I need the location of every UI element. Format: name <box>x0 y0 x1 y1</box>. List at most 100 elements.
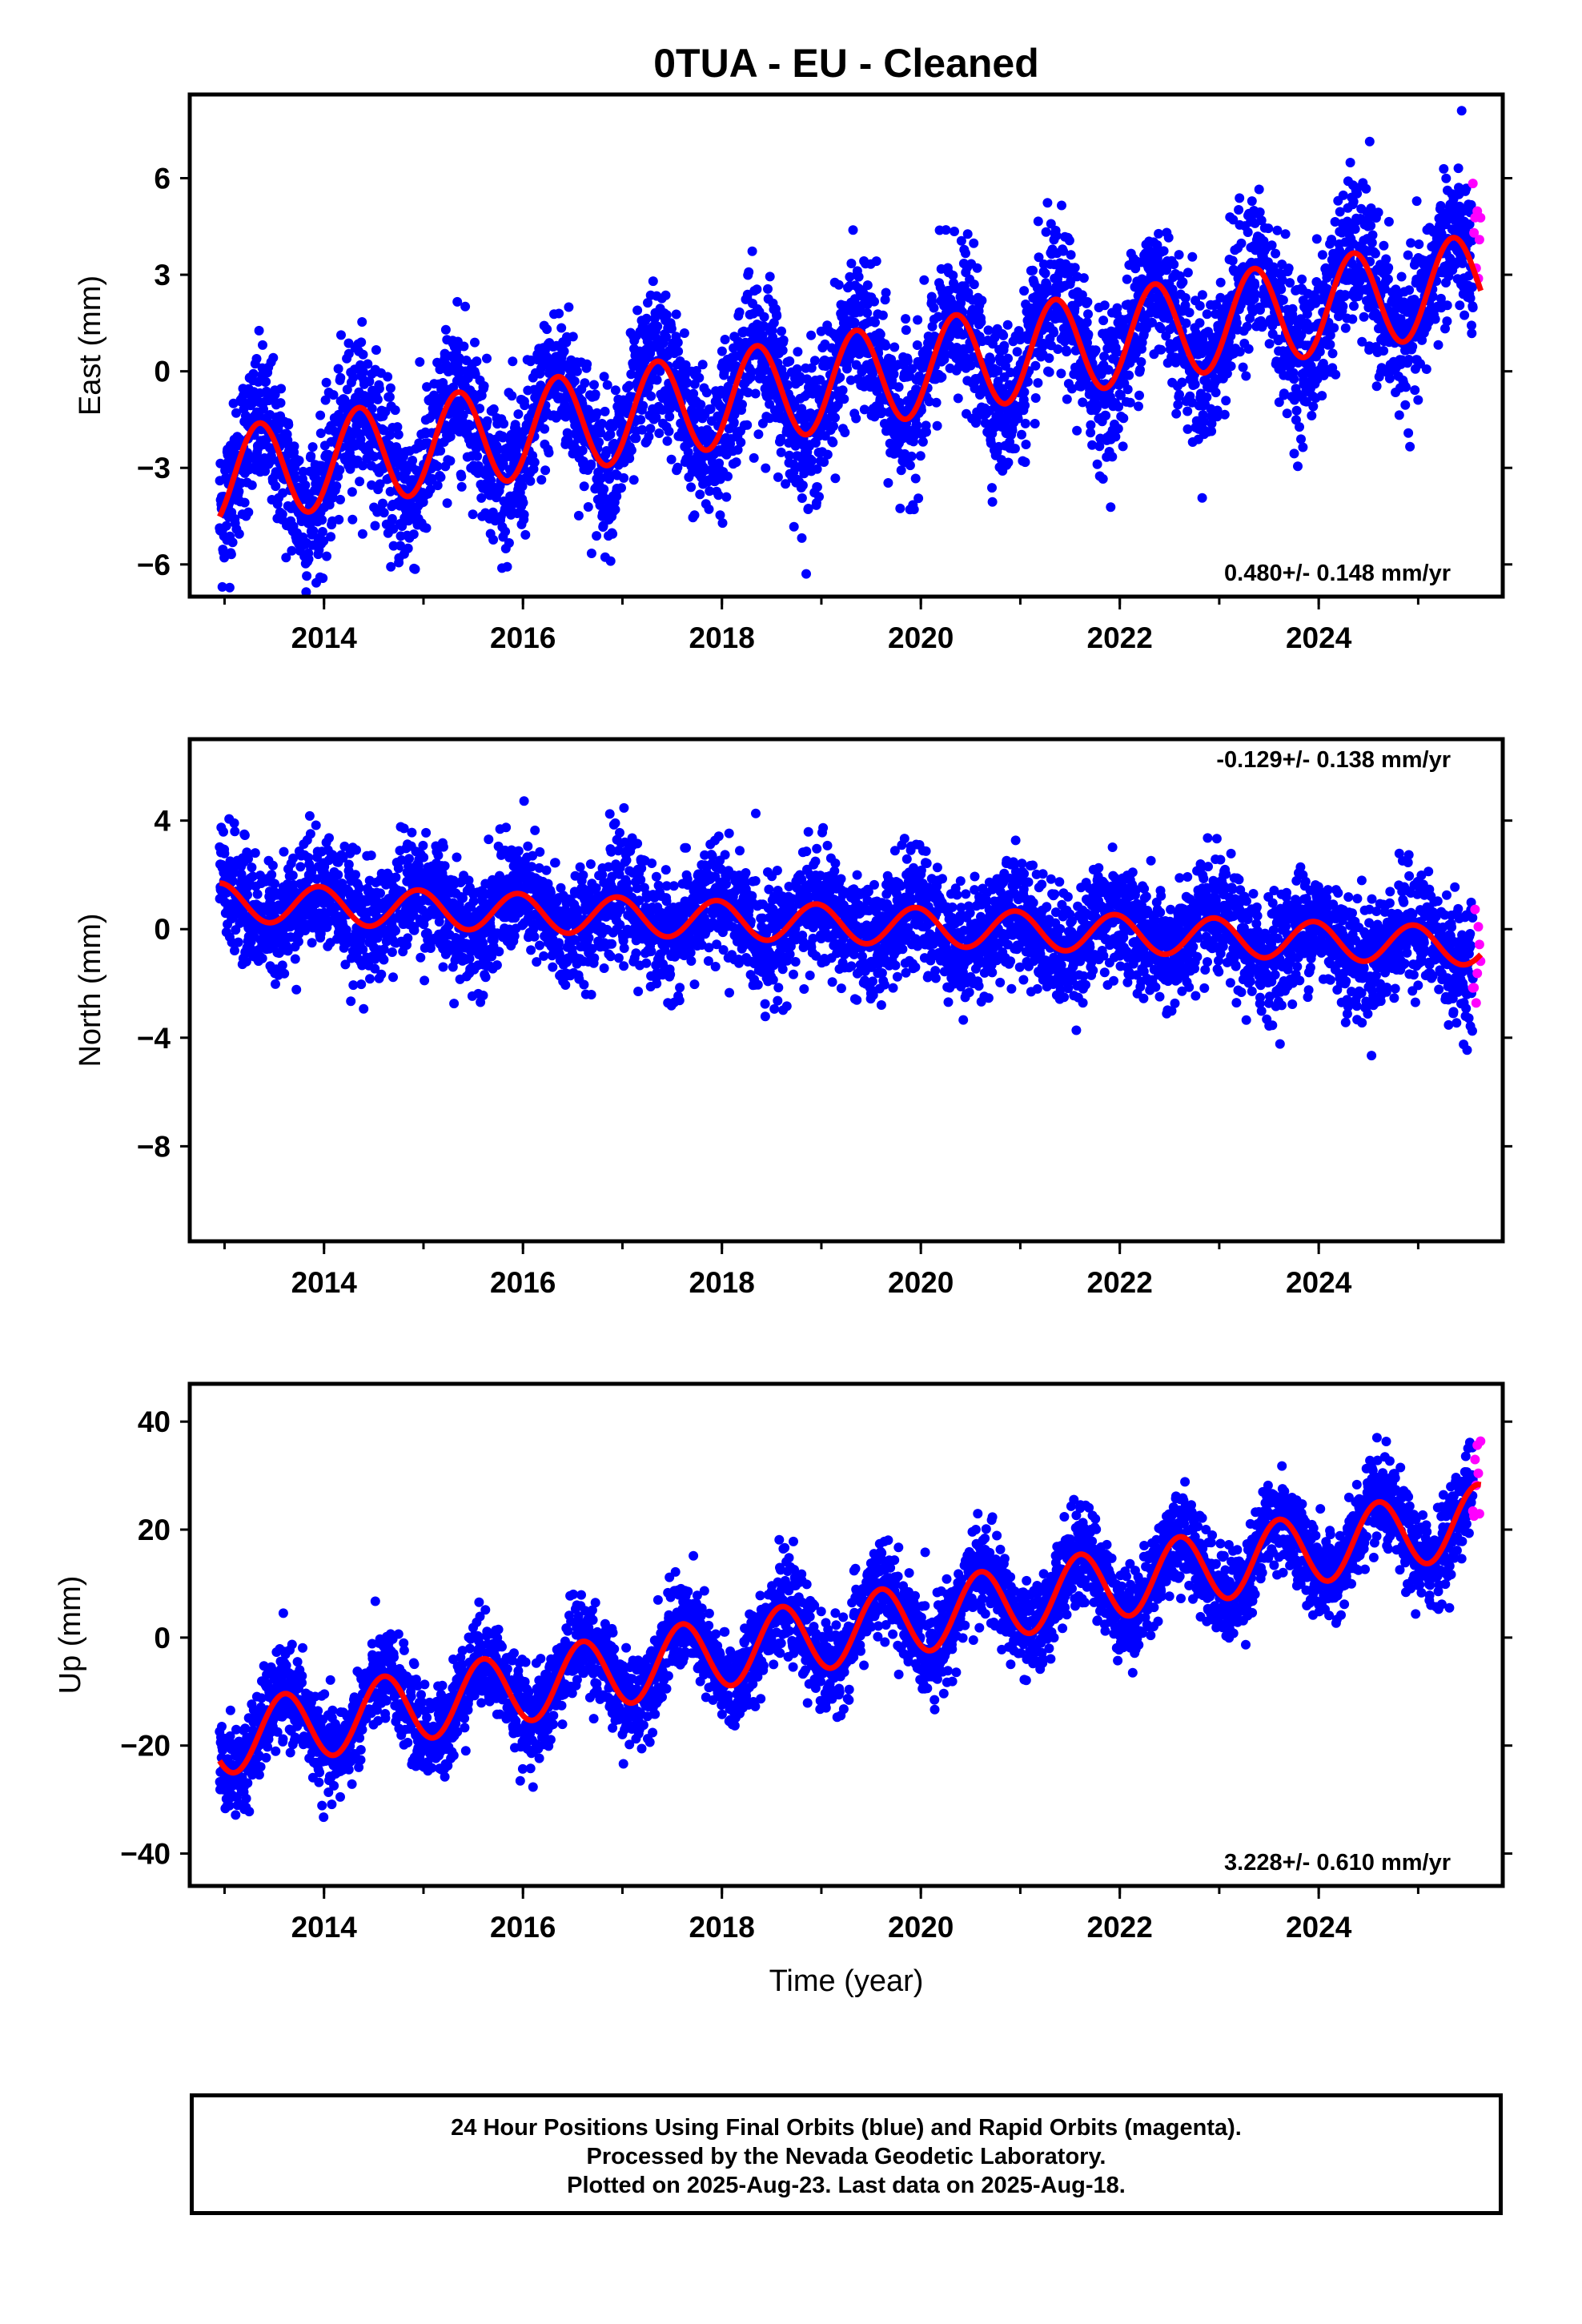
final-point <box>379 508 389 518</box>
final-point <box>388 541 399 551</box>
final-point <box>247 480 257 490</box>
final-point <box>941 225 951 235</box>
final-point <box>321 377 331 388</box>
final-point <box>385 383 396 393</box>
final-point <box>1370 248 1380 259</box>
final-point <box>1404 285 1415 296</box>
final-point <box>444 424 454 435</box>
final-point <box>577 445 588 456</box>
final-point <box>869 296 879 307</box>
final-point <box>307 938 317 948</box>
final-point <box>230 826 240 837</box>
east-y-axis-label: East (mm) <box>74 275 107 416</box>
final-point <box>320 395 331 405</box>
final-point <box>1219 409 1230 420</box>
final-point <box>1442 316 1452 327</box>
final-point <box>912 420 922 431</box>
final-point <box>271 481 281 492</box>
final-point <box>1118 413 1129 424</box>
final-point <box>290 473 300 484</box>
final-point <box>356 337 367 348</box>
final-point <box>1202 392 1212 402</box>
final-point <box>962 229 973 239</box>
final-point <box>763 283 773 294</box>
final-point <box>953 393 963 404</box>
final-point <box>1180 293 1191 303</box>
final-point <box>271 979 280 989</box>
final-point <box>840 428 850 437</box>
final-point <box>315 410 326 420</box>
x-tick-label: 2016 <box>490 621 556 654</box>
final-point <box>753 429 764 440</box>
final-point <box>1430 314 1440 324</box>
final-point <box>809 356 820 366</box>
final-point <box>737 400 747 410</box>
final-point <box>1411 196 1422 207</box>
final-point <box>636 415 646 425</box>
final-point <box>408 456 418 465</box>
final-point <box>765 271 775 282</box>
final-point <box>1184 308 1195 318</box>
rapid-point <box>1476 212 1486 223</box>
final-point <box>252 889 263 899</box>
final-point <box>470 337 480 348</box>
final-point <box>1106 502 1116 513</box>
final-point <box>257 953 267 963</box>
final-point <box>219 848 230 858</box>
final-point <box>422 382 432 392</box>
final-point <box>308 526 319 536</box>
final-point <box>1125 397 1135 408</box>
final-point <box>652 321 663 332</box>
final-point <box>1243 227 1253 237</box>
final-point <box>289 441 299 452</box>
final-point <box>1338 190 1348 200</box>
final-point <box>1072 425 1082 436</box>
final-point <box>317 527 327 537</box>
final-point <box>830 412 840 423</box>
final-point <box>248 368 259 379</box>
final-point <box>789 521 799 532</box>
final-point <box>628 475 639 485</box>
final-point <box>619 472 629 483</box>
final-point <box>1197 493 1207 503</box>
final-point <box>468 509 478 520</box>
final-point <box>1028 265 1038 275</box>
final-point <box>913 315 923 325</box>
final-point <box>1272 225 1283 235</box>
final-point <box>731 457 741 468</box>
final-point <box>1289 374 1299 384</box>
final-point <box>331 481 342 491</box>
final-point <box>1171 408 1182 419</box>
final-point <box>833 279 844 290</box>
final-point <box>233 937 243 947</box>
final-point <box>392 422 403 432</box>
final-point <box>305 829 315 839</box>
final-point <box>1379 346 1389 356</box>
final-point <box>1227 255 1238 266</box>
final-point <box>972 263 982 273</box>
final-point <box>283 420 294 430</box>
final-point <box>1003 353 1013 364</box>
final-point <box>895 503 905 513</box>
final-point <box>403 543 413 553</box>
final-point <box>1282 408 1292 419</box>
final-point <box>390 405 400 416</box>
final-point <box>276 384 287 394</box>
east-rate-label: 0.480+/- 0.148 mm/yr <box>1224 561 1451 586</box>
final-point <box>436 445 446 456</box>
final-point <box>1098 316 1109 326</box>
final-point <box>568 332 578 342</box>
final-point <box>851 413 861 424</box>
final-point <box>1439 163 1449 174</box>
final-point <box>828 437 838 448</box>
final-point <box>1019 286 1030 296</box>
final-point <box>234 529 244 539</box>
final-point <box>720 335 730 344</box>
y-tick-label: 3 <box>154 259 171 292</box>
final-point <box>520 529 531 540</box>
final-point <box>573 510 584 521</box>
final-point <box>1371 381 1382 392</box>
final-point <box>889 342 900 352</box>
